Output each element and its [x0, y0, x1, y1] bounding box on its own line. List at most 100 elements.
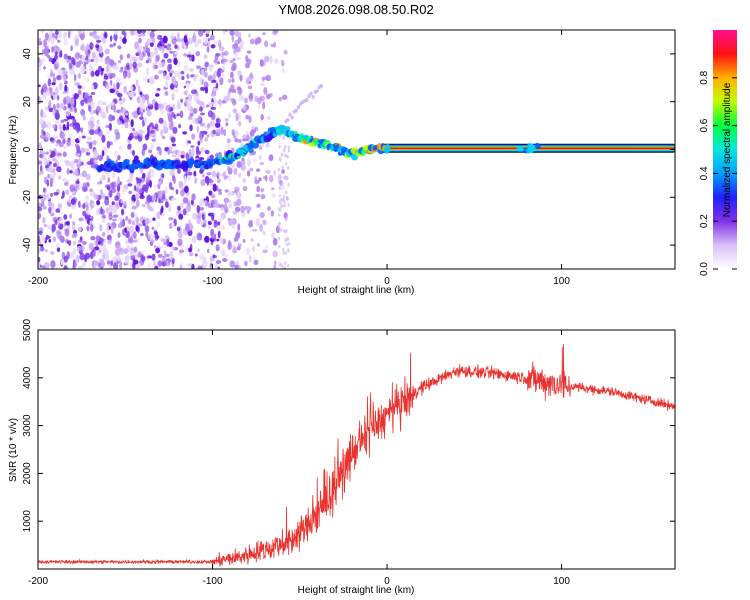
- spectrogram-noise-speck: [83, 45, 88, 54]
- spectrogram-noise-speck: [69, 133, 73, 139]
- spectrogram-noise-speck: [179, 110, 184, 119]
- spectrogram-noise-speck: [92, 30, 97, 35]
- spectrogram-noise-speck: [134, 192, 140, 200]
- spectrogram-noise-speck: [69, 96, 75, 105]
- spectrogram-noise-speck: [78, 135, 81, 142]
- spectrogram-noise-speck: [227, 112, 232, 119]
- spectrogram-noise-speck: [169, 83, 175, 90]
- spectrogram-noise-speck: [104, 48, 110, 55]
- spectrogram-noise-speck: [286, 117, 290, 122]
- spectrogram-noise-speck: [85, 173, 91, 181]
- spectrogram-noise-speck: [64, 228, 70, 237]
- spectrogram-noise-speck: [58, 217, 64, 225]
- spectrogram-noise-speck: [240, 164, 246, 171]
- spectrogram-noise-speck: [260, 114, 264, 121]
- spectrogram-noise-speck: [87, 136, 93, 141]
- spectrogram-noise-speck: [185, 152, 190, 161]
- spectrogram-noise-speck: [158, 117, 164, 124]
- spectrogram-noise-speck: [85, 152, 91, 156]
- spectrogram-noise-speck: [56, 152, 62, 157]
- spectrogram-noise-speck: [220, 127, 224, 136]
- spectrogram-noise-speck: [251, 125, 256, 130]
- spectrogram-noise-speck: [219, 77, 224, 86]
- snr-x-tick-label: 100: [553, 576, 570, 587]
- spectrogram-noise-speck: [106, 225, 110, 234]
- spectrogram-noise-speck: [126, 118, 131, 123]
- spectrogram-noise-speck: [136, 178, 143, 184]
- spectrogram-noise-speck: [42, 187, 46, 193]
- spectrogram-noise-speck: [117, 176, 120, 185]
- spectrogram-noise-speck: [271, 193, 276, 198]
- spectrogram-noise-speck: [38, 96, 43, 105]
- spectrogram-noise-speck: [250, 238, 254, 242]
- spectrogram-noise-speck: [43, 66, 46, 70]
- spectrogram-noise-speck: [222, 52, 227, 56]
- spectrogram-noise-speck: [177, 210, 182, 214]
- spectrogram-noise-speck: [259, 162, 265, 165]
- spectrogram-noise-speck: [283, 265, 287, 269]
- spectrogram-noise-speck: [171, 92, 175, 102]
- spectrogram-noise-speck: [38, 142, 42, 149]
- spectrogram-noise-speck: [248, 33, 251, 38]
- spectrogram-noise-speck: [262, 219, 267, 226]
- spectrogram-noise-speck: [260, 193, 266, 200]
- spectrogram-noise-speck: [182, 197, 189, 204]
- spectrogram-noise-speck: [86, 214, 92, 219]
- spectrogram-noise-speck: [239, 42, 242, 49]
- spectrogram-noise-speck: [142, 143, 148, 151]
- spectrogram-noise-speck: [137, 188, 143, 194]
- spectrogram-noise-speck: [278, 194, 282, 198]
- spectrogram-noise-speck: [290, 115, 294, 120]
- spectrogram-noise-speck: [191, 235, 197, 244]
- spectrogram-noise-speck: [256, 168, 261, 172]
- spectrogram-noise-speck: [43, 155, 47, 161]
- spectrogram-noise-speck: [146, 255, 152, 259]
- spectrogram-noise-speck: [40, 201, 45, 208]
- spectrogram-noise-speck: [192, 107, 198, 114]
- spectrogram-noise-speck: [77, 96, 83, 100]
- spectrogram-noise-speck: [281, 203, 285, 208]
- spectrogram-noise-speck: [44, 249, 48, 253]
- spectrogram-noise-speck: [114, 128, 119, 136]
- spectrogram-noise-speck: [80, 147, 86, 154]
- spectrogram-noise-speck: [54, 30, 59, 36]
- spectrogram-noise-speck: [38, 206, 42, 212]
- spectrogram-noise-speck: [233, 47, 237, 54]
- spectrogram-noise-speck: [135, 79, 139, 87]
- snr-panel: -200 -100 0 100 1000 2000 3000 4000 5000 Height…: [8, 318, 676, 596]
- spectrogram-noise-speck: [40, 109, 44, 118]
- spectrogram-noise-speck: [220, 225, 225, 230]
- spectrogram-noise-speck: [86, 225, 90, 232]
- spectrogram-noise-speck: [63, 53, 68, 60]
- spectrogram-noise-speck: [153, 184, 157, 189]
- spectrogram-noise-speck: [42, 205, 47, 210]
- spectrogram-noise-speck: [185, 205, 191, 213]
- spectrogram-noise-speck: [228, 175, 232, 182]
- spectrogram-noise-speck: [96, 105, 101, 113]
- spectrogram-noise-speck: [208, 101, 215, 106]
- figure-title: YM08.2026.098.08.50.R02: [278, 2, 433, 17]
- spectrogram-noise-speck: [199, 197, 205, 207]
- spectrogram-noise-speck: [104, 197, 110, 206]
- spectrogram-noise-speck: [170, 136, 176, 143]
- spectrogram-noise-speck: [262, 230, 267, 236]
- spectrogram-noise-speck: [62, 91, 66, 95]
- spectrogram-noise-speck: [144, 225, 150, 233]
- spectrogram-noise-speck: [102, 101, 107, 106]
- spectrogram-noise-speck: [43, 192, 47, 201]
- spectrogram-noise-speck: [204, 86, 209, 94]
- spectrogram-noise-speck: [78, 217, 84, 222]
- spectrogram-noise-speck: [123, 85, 127, 94]
- spectrogram-noise-speck: [139, 101, 145, 109]
- spectrogram-noise-speck: [171, 154, 177, 158]
- spectrogram-noise-speck: [240, 95, 244, 102]
- spectrogram-noise-speck: [101, 214, 107, 219]
- spectrogram-noise-speck: [230, 98, 236, 103]
- spectrogram-noise-speck: [132, 239, 139, 243]
- spectrogram-noise-speck: [80, 99, 85, 107]
- spectrogram-noise-speck: [140, 33, 146, 37]
- spectrogram-noise-speck: [92, 139, 97, 146]
- spectrogram-noise-speck: [51, 82, 56, 86]
- spectrogram-noise-speck: [194, 177, 198, 184]
- spectrogram-noise-speck: [234, 186, 240, 191]
